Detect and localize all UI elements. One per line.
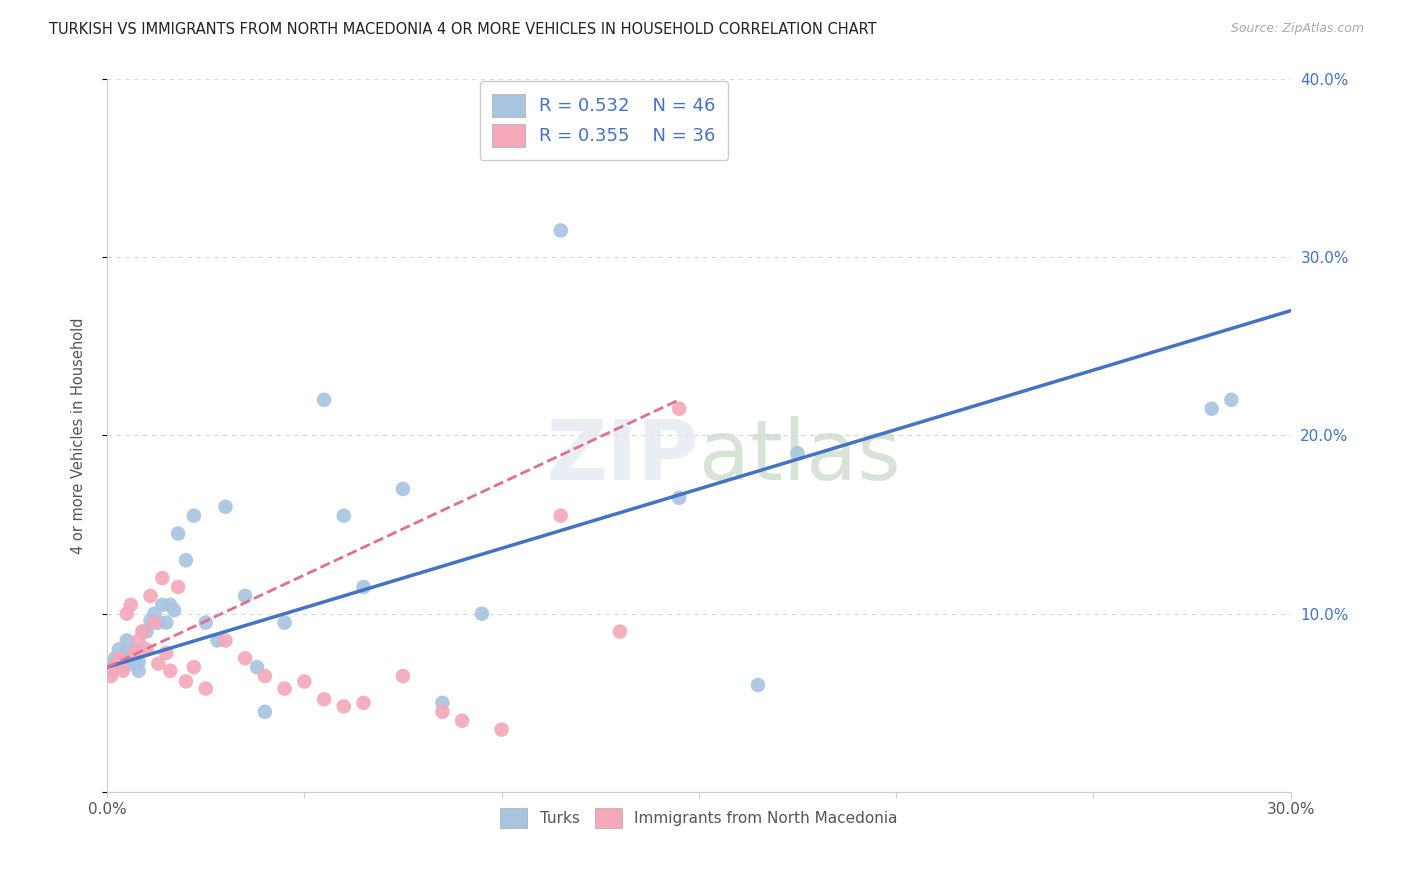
Point — [432, 696, 454, 710]
Point — [292, 674, 315, 689]
Point — [174, 674, 197, 689]
Text: atlas: atlas — [699, 417, 901, 498]
Point — [115, 646, 138, 660]
Point — [312, 692, 335, 706]
Point — [167, 526, 190, 541]
Point — [148, 615, 170, 630]
Point — [353, 580, 375, 594]
Point — [491, 723, 513, 737]
Point — [128, 655, 150, 669]
Point — [471, 607, 494, 621]
Point — [163, 603, 186, 617]
Point — [194, 681, 217, 696]
Point — [1201, 401, 1223, 416]
Point — [131, 624, 153, 639]
Point — [392, 669, 415, 683]
Point — [747, 678, 769, 692]
Point — [214, 633, 236, 648]
Point — [273, 681, 295, 696]
Point — [253, 669, 276, 683]
Point — [115, 633, 138, 648]
Point — [550, 508, 572, 523]
Point — [108, 651, 131, 665]
Legend: Turks, Immigrants from North Macedonia: Turks, Immigrants from North Macedonia — [494, 803, 904, 834]
Point — [128, 664, 150, 678]
Point — [111, 655, 134, 669]
Point — [150, 571, 173, 585]
Point — [273, 615, 295, 630]
Point — [124, 642, 146, 657]
Point — [668, 401, 690, 416]
Point — [115, 607, 138, 621]
Point — [108, 649, 131, 664]
Point — [333, 508, 356, 523]
Point — [159, 664, 181, 678]
Point — [159, 598, 181, 612]
Point — [392, 482, 415, 496]
Point — [183, 508, 205, 523]
Text: TURKISH VS IMMIGRANTS FROM NORTH MACEDONIA 4 OR MORE VEHICLES IN HOUSEHOLD CORRE: TURKISH VS IMMIGRANTS FROM NORTH MACEDON… — [49, 22, 877, 37]
Point — [451, 714, 474, 728]
Point — [312, 392, 335, 407]
Point — [246, 660, 269, 674]
Point — [120, 649, 142, 664]
Point — [432, 705, 454, 719]
Point — [111, 664, 134, 678]
Point — [104, 657, 127, 671]
Point — [609, 624, 631, 639]
Point — [139, 589, 162, 603]
Point — [148, 657, 170, 671]
Point — [183, 660, 205, 674]
Point — [111, 660, 134, 674]
Point — [194, 615, 217, 630]
Point — [143, 607, 166, 621]
Point — [233, 651, 256, 665]
Point — [155, 615, 177, 630]
Point — [550, 223, 572, 237]
Point — [128, 633, 150, 648]
Point — [353, 696, 375, 710]
Point — [104, 660, 127, 674]
Point — [207, 633, 229, 648]
Point — [174, 553, 197, 567]
Text: Source: ZipAtlas.com: Source: ZipAtlas.com — [1230, 22, 1364, 36]
Point — [124, 646, 146, 660]
Point — [1220, 392, 1243, 407]
Point — [167, 580, 190, 594]
Text: ZIP: ZIP — [547, 417, 699, 498]
Point — [150, 598, 173, 612]
Point — [135, 624, 157, 639]
Point — [104, 651, 127, 665]
Point — [253, 705, 276, 719]
Point — [131, 624, 153, 639]
Point — [668, 491, 690, 505]
Point — [155, 646, 177, 660]
Point — [120, 598, 142, 612]
Point — [214, 500, 236, 514]
Point — [135, 642, 157, 657]
Point — [233, 589, 256, 603]
Point — [143, 615, 166, 630]
Point — [108, 642, 131, 657]
Point — [333, 699, 356, 714]
Y-axis label: 4 or more Vehicles in Household: 4 or more Vehicles in Household — [72, 318, 86, 554]
Point — [108, 657, 131, 671]
Point — [139, 614, 162, 628]
Point — [120, 657, 142, 671]
Point — [100, 664, 122, 678]
Point — [124, 653, 146, 667]
Point — [100, 669, 122, 683]
Point — [786, 446, 808, 460]
